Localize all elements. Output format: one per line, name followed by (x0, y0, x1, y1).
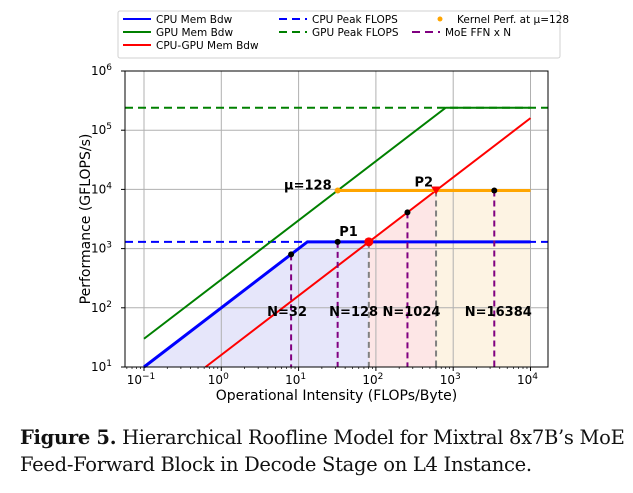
region-cpu-bound (144, 241, 369, 367)
annotation-mu: μ=128 (284, 178, 332, 193)
y-tick-label-0: 101 (91, 359, 112, 374)
legend-label-1: GPU Mem Bdw (156, 27, 233, 39)
moe-label-1: N=128 (329, 305, 378, 320)
legend-label-4: GPU Peak FLOPS (312, 27, 399, 39)
moe-label-2: N=1024 (382, 305, 440, 320)
moe-label-3: N=16384 (465, 305, 532, 320)
region-transfer-bound (368, 190, 437, 367)
p2-marker (431, 186, 442, 195)
region-compute-bound (436, 190, 531, 367)
y-tick-label-1: 102 (91, 300, 112, 315)
x-tick-label-3: 102 (362, 372, 383, 387)
legend-box (117, 10, 561, 59)
x-tick-label-1: 100 (208, 372, 229, 387)
moe-point-3 (491, 187, 498, 194)
x-tick-label-4: 103 (440, 372, 461, 387)
legend-label-5: Kernel Perf. at μ=128 (457, 14, 569, 26)
y-tick-label-5: 106 (91, 63, 112, 78)
caption-text: Hierarchical Roofline Model for Mixtral … (20, 426, 625, 476)
legend-marker-5 (437, 16, 443, 22)
y-tick-label-4: 105 (91, 122, 112, 137)
series-gpu-mem-bdw (143, 106, 531, 340)
legend-label-6: MoE FFN x N (445, 27, 511, 39)
legend-label-2: CPU-GPU Mem Bdw (156, 40, 259, 52)
moe-point-2 (404, 209, 411, 216)
moe-point-1 (334, 238, 341, 245)
legend-label-3: CPU Peak FLOPS (312, 14, 398, 26)
moe-label-0: N=32 (267, 305, 307, 320)
annotation-p1: P1 (339, 225, 358, 240)
x-axis-label: Operational Intensity (FLOPs/Byte) (216, 388, 457, 404)
kernel-perf-point (334, 187, 341, 194)
legend-label-0: CPU Mem Bdw (156, 14, 233, 26)
series-cpu-mem-bdw (143, 240, 531, 369)
moe-point-0 (288, 251, 295, 258)
annotation-p2: P2 (414, 175, 433, 190)
x-tick-label-5: 104 (517, 372, 538, 387)
plot-frame (124, 70, 549, 368)
y-tick-label-3: 104 (91, 181, 112, 196)
y-axis-label: Performance (GFLOPS/s) (78, 134, 94, 305)
figure-label: Figure 5. (20, 426, 117, 449)
roofline-chart: N=32 N=128 N=1024 N=16384 μ=128 P1 P2 10−1 100 1… (78, 10, 569, 404)
figure-caption: Figure 5. Hierarchical Roofline Model fo… (20, 424, 630, 478)
y-tick-label-2: 103 (91, 241, 112, 256)
x-tick-label-0: 10−1 (127, 372, 156, 387)
x-tick-label-2: 101 (285, 372, 306, 387)
p1-marker (364, 237, 374, 247)
